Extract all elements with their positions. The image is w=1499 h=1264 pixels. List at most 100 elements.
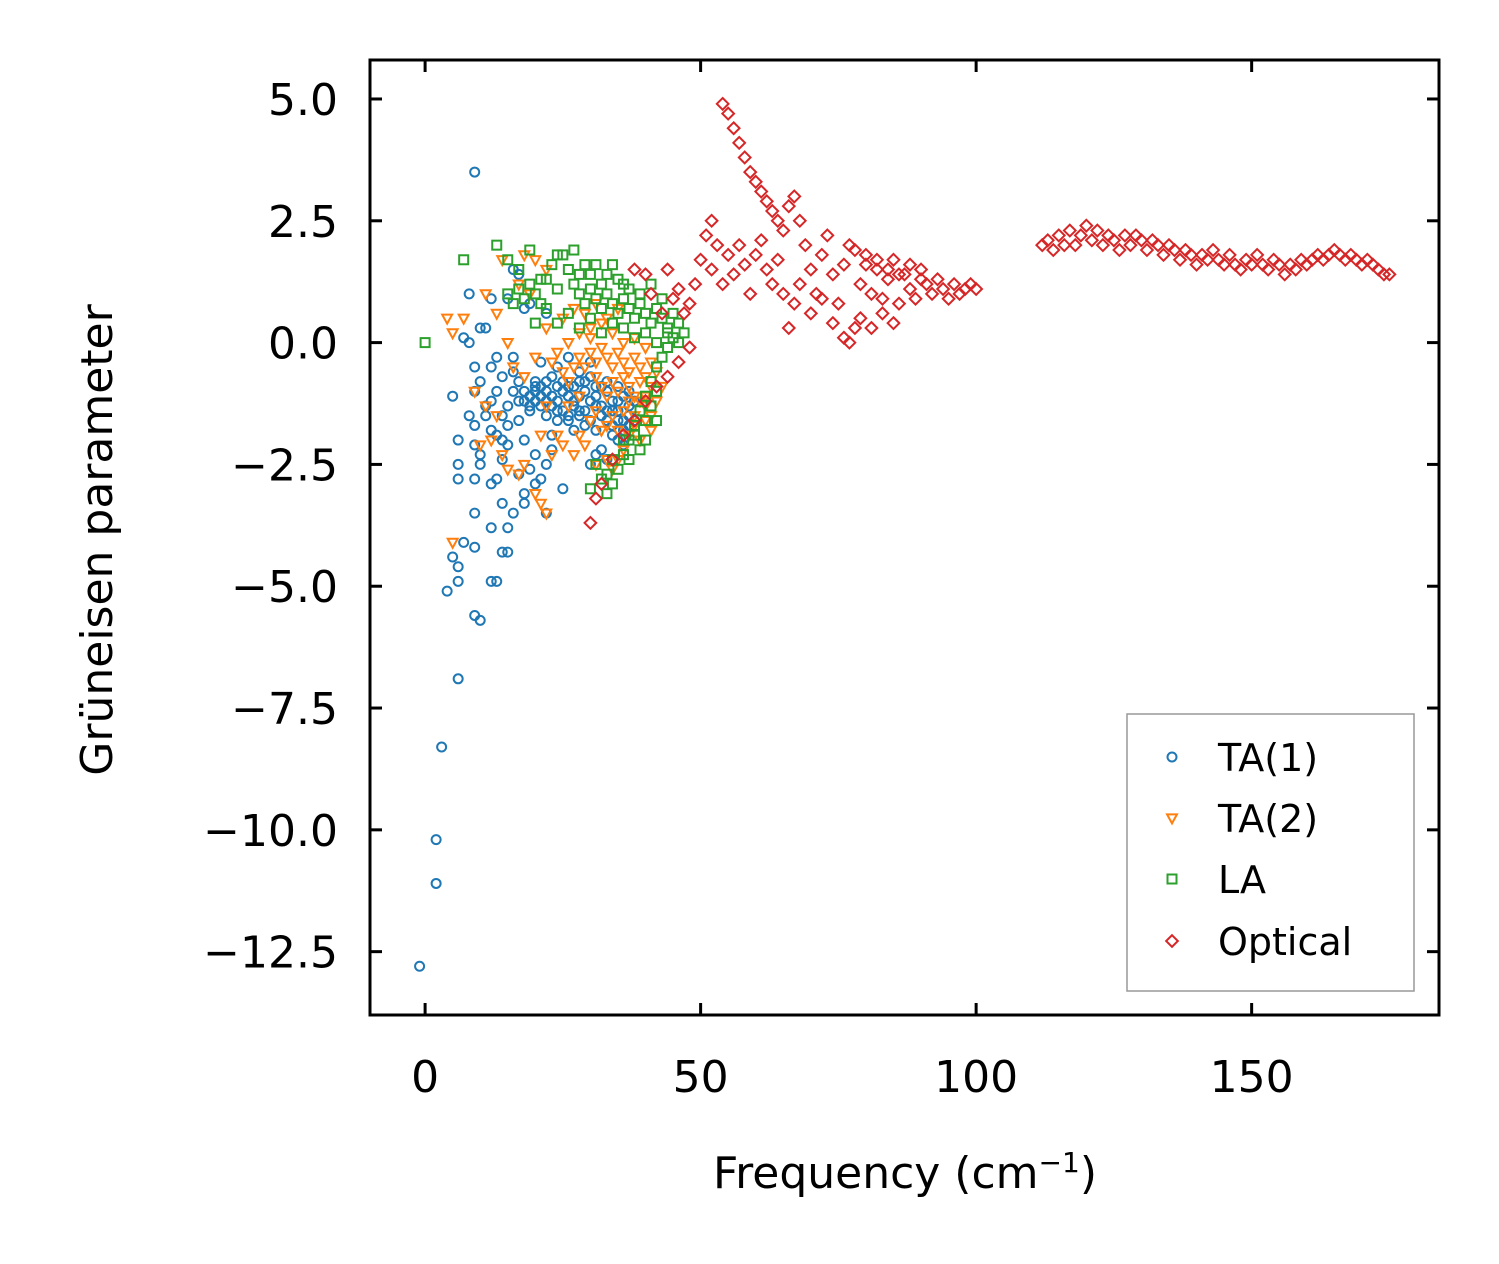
data-point [770, 213, 786, 229]
data-point [651, 361, 663, 373]
data-point [902, 281, 918, 297]
data-point [787, 296, 802, 311]
data-point [825, 267, 841, 282]
data-point [616, 427, 631, 443]
data-point [469, 473, 481, 485]
data-point [1068, 237, 1083, 253]
data-point [1079, 218, 1094, 233]
data-point [579, 298, 591, 310]
data-point [562, 351, 574, 363]
data-point [660, 369, 675, 384]
x-axis-title: Frequency (cm−1) [713, 1146, 1097, 1199]
data-point [764, 203, 780, 219]
data-point [595, 302, 607, 314]
data-point [704, 213, 719, 229]
data-point [452, 561, 464, 573]
data-point [595, 444, 607, 456]
data-point [1139, 242, 1155, 258]
data-point [673, 317, 685, 329]
data-point [474, 614, 486, 626]
y-axis-title: Grüneisen parameter [72, 303, 123, 775]
data-point [414, 960, 426, 972]
data-point [913, 262, 929, 277]
data-point [436, 741, 448, 753]
data-point [578, 362, 592, 375]
data-point [469, 507, 481, 519]
data-point [496, 371, 508, 383]
data-point [1271, 257, 1287, 272]
data-point [485, 575, 497, 587]
data-point [605, 411, 620, 424]
data-point [502, 419, 514, 431]
data-point [682, 296, 697, 311]
data-point [512, 469, 526, 482]
data-point [595, 278, 607, 290]
legend-item: TA(1) [1166, 736, 1318, 780]
data-point [792, 213, 808, 229]
data-point [617, 434, 629, 446]
y-tick-label: −10.0 [203, 806, 338, 857]
y-tick-label: 2.5 [268, 197, 338, 248]
data-point [600, 420, 614, 433]
data-point [594, 381, 609, 394]
data-point [457, 313, 471, 326]
data-point [803, 306, 819, 321]
y-tick-label: 0.0 [268, 319, 338, 370]
data-point [1057, 237, 1072, 253]
data-point [568, 278, 580, 290]
data-point [446, 537, 460, 550]
legend-label: TA(1) [1217, 736, 1318, 780]
data-point [891, 296, 907, 311]
data-point [507, 507, 519, 519]
data-point [518, 434, 530, 446]
data-point [524, 244, 536, 256]
data-point [601, 405, 613, 417]
data-point [1216, 257, 1232, 272]
data-point [770, 252, 786, 268]
data-point [742, 164, 758, 180]
data-point [502, 400, 514, 412]
data-point [628, 312, 640, 324]
data-point [634, 405, 646, 417]
data-point [633, 376, 647, 390]
data-point [517, 372, 531, 385]
data-point [529, 288, 541, 300]
data-point [528, 255, 542, 268]
data-point [583, 323, 598, 336]
data-point [463, 410, 475, 422]
data-point [748, 174, 763, 190]
data-point [825, 315, 841, 331]
data-point [507, 385, 519, 397]
data-point [557, 249, 569, 261]
data-point [605, 452, 620, 467]
data-point [551, 249, 563, 261]
data-point [651, 385, 663, 397]
data-point [649, 367, 664, 380]
data-point [419, 337, 431, 349]
data-point [502, 254, 514, 266]
data-point [535, 473, 547, 485]
data-point [485, 522, 497, 534]
data-point [638, 267, 653, 282]
legend: TA(1) TA(2) LA Optical [1126, 713, 1415, 992]
data-point [600, 352, 614, 365]
axes-frame [368, 58, 1441, 1017]
legend-marker [1166, 751, 1178, 763]
data-point [656, 312, 668, 324]
data-point [616, 357, 631, 370]
data-point [753, 233, 769, 248]
data-point [573, 268, 585, 280]
data-point [886, 252, 901, 268]
data-point [534, 498, 548, 511]
data-point [605, 376, 620, 390]
data-point [474, 376, 486, 388]
data-point [627, 413, 642, 428]
data-point [479, 401, 493, 414]
data-point [864, 320, 879, 336]
data-point [568, 424, 580, 436]
data-point [469, 166, 481, 178]
data-point [612, 463, 624, 475]
data-point [496, 454, 508, 466]
data-point [737, 257, 752, 272]
data-point [583, 515, 598, 531]
